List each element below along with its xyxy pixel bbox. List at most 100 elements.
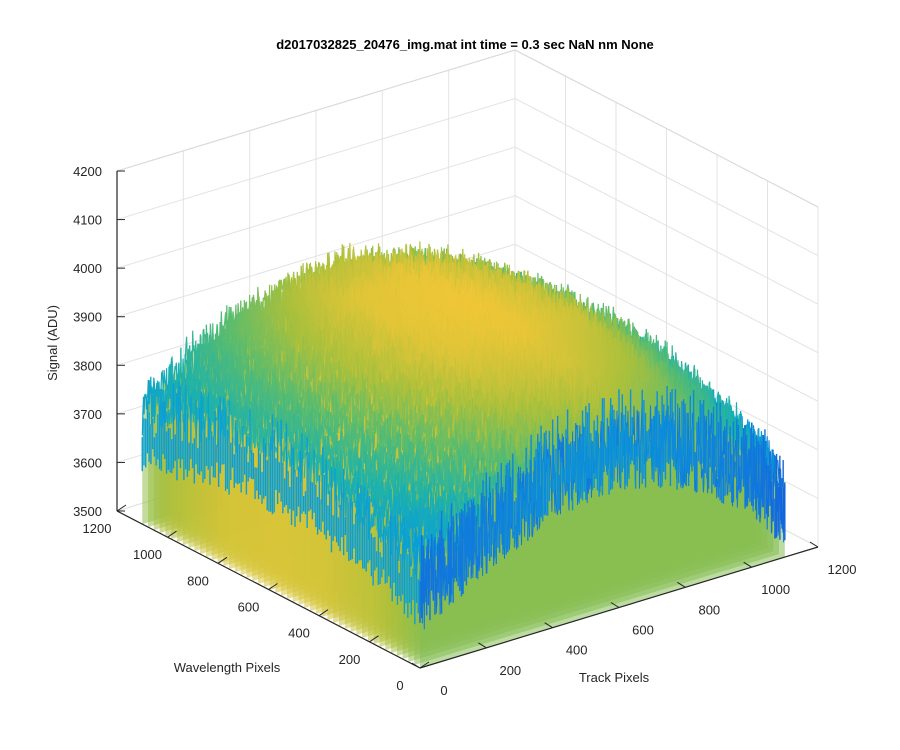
grid-line [514,195,819,354]
surface-edge [313,394,319,433]
surface-edge [341,382,346,427]
surface-edge [162,375,167,392]
surface-edge [336,419,342,434]
surface-edge [279,411,285,440]
surface-edge [423,329,429,363]
surface-edge [364,400,369,428]
surface-edge [367,301,373,336]
surface-edge [357,425,363,443]
chart-title: d2017032825_20476_img.mat int time = 0.3… [276,37,654,52]
grid-line [116,98,516,221]
surface-edge [422,281,428,326]
surface-edge [262,365,268,409]
surface-edge [374,295,380,323]
surface-edge [377,348,383,388]
surface-edge [218,356,224,388]
surface-edge [232,403,237,443]
grid-line [514,146,819,305]
surface-edge [180,393,185,423]
surface-edge [266,412,272,451]
surface-edge [315,454,321,484]
surface-edge [356,400,362,437]
surface-edge [269,400,275,438]
surface-edge [321,373,327,399]
surface-edge [501,301,507,330]
surface-edge [424,345,429,372]
surface-edge [395,337,401,363]
surface-edge [410,294,415,313]
surface-edge [330,325,336,353]
surface-edge [510,297,516,323]
surface-edge [326,467,332,495]
surface-edge [257,421,263,454]
surface-edge [334,400,340,434]
surface-edge [190,372,196,409]
surface-edge [371,411,376,449]
surface-edge [337,430,342,468]
surface-edge [438,317,443,366]
surface-edge [496,294,502,342]
surface-edge [379,367,385,390]
surface-edge [419,369,425,400]
surface-edge [483,287,489,304]
surface-edge [397,378,403,417]
surface-edge [346,327,352,365]
surface-edge [329,428,335,455]
surface-edge [432,321,438,350]
surface-edge [479,280,485,324]
surface-edge [224,352,230,403]
surface-edge [528,290,534,309]
surface-edge [302,363,308,402]
surface-edge [287,430,293,443]
surface-edge [301,434,307,475]
surface-edge [166,384,172,409]
surface-edge [537,305,542,345]
surface-edge [243,402,249,435]
surface-edge [340,407,345,430]
surface-edge [320,439,326,482]
surface-edge [247,314,252,350]
surface-edge [355,286,361,313]
surface-edge [383,398,388,426]
surface-edge [471,322,477,348]
grid-line [514,243,819,402]
surface-edge [366,317,372,352]
surface-edge [241,406,247,431]
surface-edge [285,401,290,431]
surface-edge [153,380,159,424]
surface-edge [283,376,289,405]
surface-edge [164,409,170,428]
surface-edge [378,326,384,363]
surface-edge [337,293,343,322]
surface-edge [323,373,329,413]
surface-edge [550,317,556,336]
surface-edge [308,374,314,397]
surface-edge [323,315,329,360]
surface-edge [368,415,374,443]
surface-edge [409,281,415,313]
surface-edge [430,325,436,370]
surface-edge [280,278,286,290]
surface-edge [247,331,253,376]
surface-edge [433,345,439,371]
surface-edge [214,397,220,436]
surface-edge [323,356,328,380]
surface-edge [276,385,282,411]
surface-edge [332,419,338,455]
surface-edge [326,444,331,471]
surface-edge [296,359,302,399]
grid-line [116,195,516,318]
surface-edge [199,365,205,398]
surface-edge [275,387,280,424]
surface-edge [397,345,403,382]
surface-edge [197,354,203,400]
surface-edge [286,450,292,474]
surface-edge [323,421,329,435]
surface-edge [360,271,365,312]
grid-line [514,98,819,257]
surface-edge [445,290,451,319]
surface-edge [344,432,350,454]
surface-edge [253,404,258,438]
box-edge [514,49,819,208]
surface-edge [209,378,215,416]
